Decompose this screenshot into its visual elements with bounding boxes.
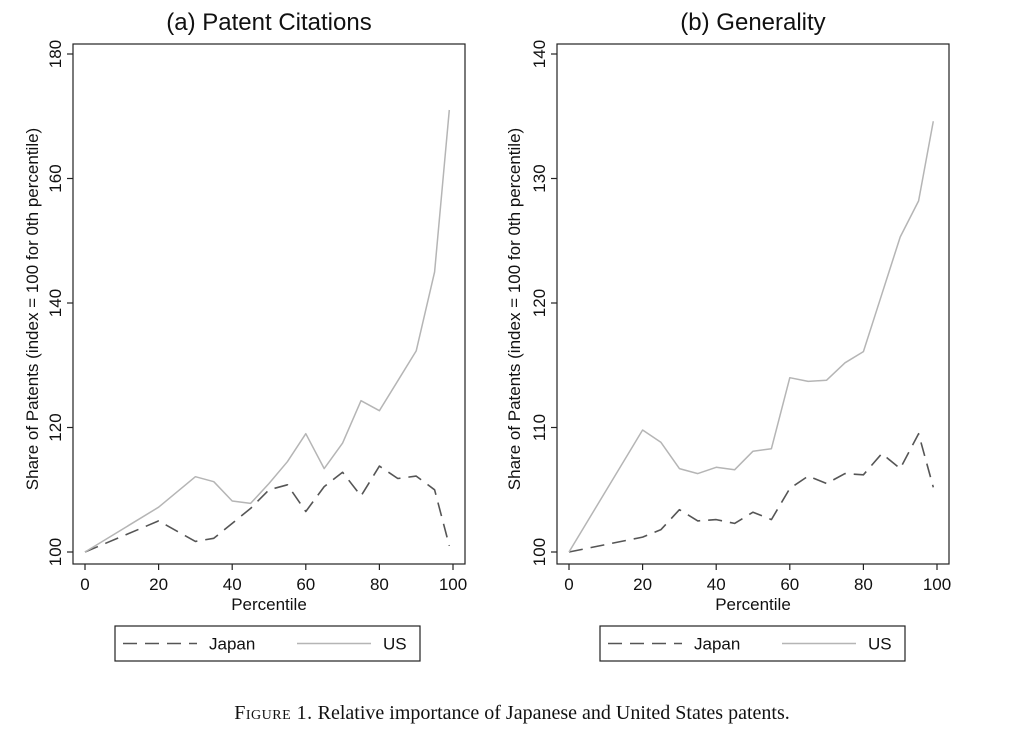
series-line-japan <box>568 432 935 553</box>
figure-caption: Figure 1. Relative importance of Japanes… <box>0 702 1024 725</box>
x-axis-label: Percentile <box>231 595 307 614</box>
y-tick-label: 120 <box>46 413 65 441</box>
caption-label: Figure 1. <box>234 702 313 724</box>
legend-box <box>114 625 421 662</box>
caption-text: Relative importance of Japanese and Unit… <box>317 702 790 724</box>
chart-panel-a: (a) Patent Citations 100 120 140 160 180 0 20 40… <box>23 9 467 662</box>
legend: Japan US <box>114 625 421 662</box>
legend-label-us: US <box>383 635 407 654</box>
x-tick-label: 40 <box>223 575 242 594</box>
x-tick-label: 60 <box>296 575 315 594</box>
series-line-us <box>568 121 935 553</box>
x-tick-label: 0 <box>80 575 89 594</box>
x-tick-label: 80 <box>854 575 873 594</box>
legend: Japan US <box>599 625 906 662</box>
legend-label-japan: Japan <box>694 635 740 654</box>
plot-frame <box>72 43 466 565</box>
x-axis-label: Percentile <box>715 595 791 614</box>
chart-title: (b) Generality <box>680 9 825 36</box>
legend-box <box>599 625 906 662</box>
y-axis-label: Share of Patents (index = 100 for 0th pe… <box>505 128 524 490</box>
y-tick-label: 100 <box>46 538 65 566</box>
y-tick-label: 110 <box>530 414 549 441</box>
series-line-japan <box>84 465 451 553</box>
legend-label-us: US <box>868 635 892 654</box>
y-tick-label: 180 <box>46 40 65 68</box>
plot-frame <box>556 43 950 565</box>
legend-label-japan: Japan <box>209 635 255 654</box>
x-tick-label: 60 <box>780 575 799 594</box>
y-tick-label: 140 <box>46 289 65 317</box>
y-tick-label: 120 <box>530 289 549 317</box>
chart-title: (a) Patent Citations <box>166 9 371 36</box>
x-tick-label: 0 <box>564 575 573 594</box>
y-tick-label: 130 <box>530 164 549 192</box>
x-tick-label: 100 <box>923 575 951 594</box>
chart-panel-b: (b) Generality 100 110 120 130 140 0 20 40 60 80 10… <box>505 9 951 662</box>
x-tick-label: 20 <box>633 575 652 594</box>
y-axis-label: Share of Patents (index = 100 for 0th pe… <box>23 128 42 490</box>
x-tick-label: 100 <box>439 575 467 594</box>
y-tick-label: 100 <box>530 538 549 566</box>
y-tick-label: 140 <box>530 40 549 68</box>
y-tick-label: 160 <box>46 164 65 192</box>
series-line-us <box>84 109 451 553</box>
x-tick-label: 40 <box>707 575 726 594</box>
x-tick-label: 80 <box>370 575 389 594</box>
x-tick-label: 20 <box>149 575 168 594</box>
